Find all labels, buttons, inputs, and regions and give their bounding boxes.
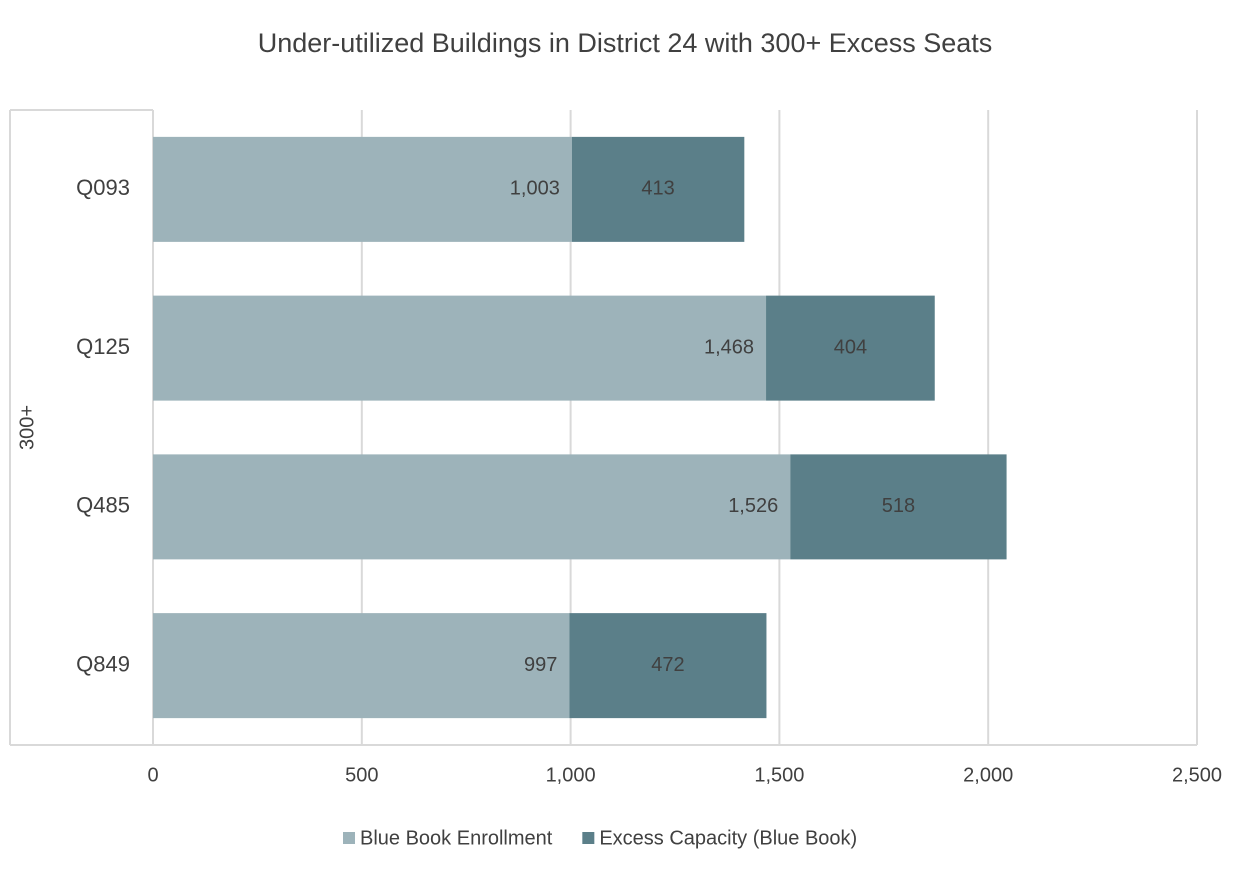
bar-segment [766, 295, 935, 401]
data-label: 413 [641, 178, 674, 200]
legend-swatch [343, 832, 355, 844]
bar-segment [571, 136, 745, 242]
legend-label: Blue Book Enrollment [360, 827, 553, 849]
bar-segment [153, 136, 572, 242]
x-tick-label: 2,500 [1172, 764, 1222, 786]
data-label: 1,526 [728, 495, 778, 517]
legend-swatch [582, 832, 595, 844]
x-tick-label: 2,000 [963, 764, 1013, 786]
legend-label: Excess Capacity (Blue Book) [599, 827, 857, 849]
group-label: 300+ [16, 405, 38, 450]
data-label: 997 [524, 654, 557, 676]
bar-segment [153, 613, 570, 719]
data-label: 1,468 [704, 336, 754, 358]
bar-segment [153, 295, 767, 401]
y-tick-label: Q125 [76, 334, 130, 359]
bar-segment [790, 454, 1007, 560]
x-tick-label: 1,000 [546, 764, 596, 786]
y-tick-label: Q485 [76, 493, 130, 518]
data-label: 1,003 [510, 178, 560, 200]
bar-segment [153, 454, 791, 560]
data-label: 472 [651, 654, 684, 676]
data-label: 518 [882, 495, 915, 517]
x-tick-label: 0 [147, 764, 158, 786]
y-tick-label: Q093 [76, 175, 130, 200]
x-tick-label: 500 [345, 764, 378, 786]
chart-title: Under-utilized Buildings in District 24 … [258, 28, 993, 58]
x-tick-label: 1,500 [754, 764, 804, 786]
bar-segment [569, 613, 767, 719]
data-label: 404 [834, 336, 867, 358]
y-tick-label: Q849 [76, 651, 130, 676]
